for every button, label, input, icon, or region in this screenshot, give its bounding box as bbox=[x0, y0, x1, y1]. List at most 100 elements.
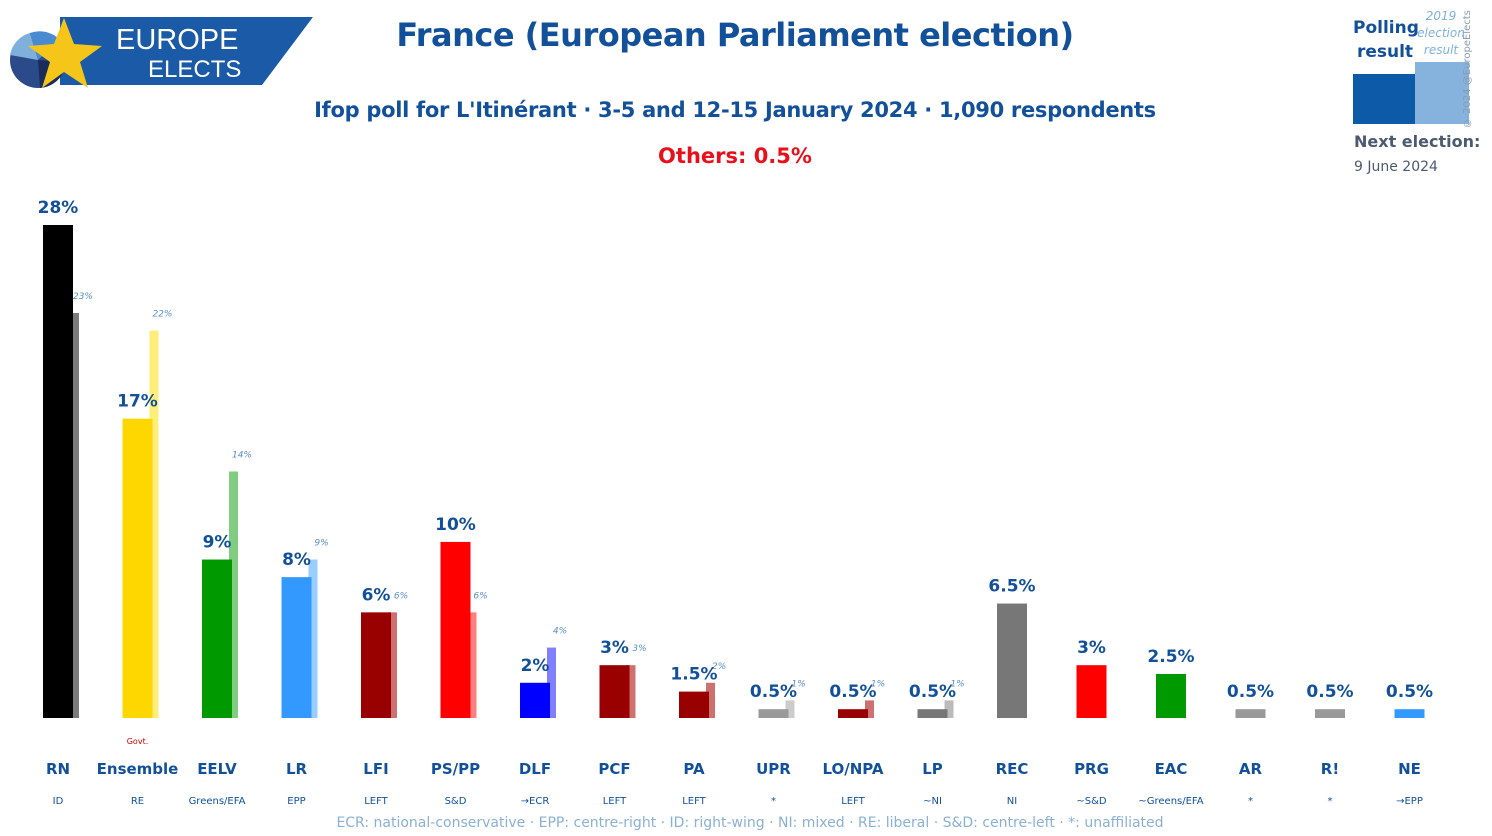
poll-bar-DLF bbox=[520, 682, 550, 718]
group-label-LP: ~NI bbox=[923, 796, 942, 807]
poll-bar-RN bbox=[43, 225, 73, 718]
value-label-EELV: 9% bbox=[203, 533, 232, 553]
legend-previous-label: 2019 election result bbox=[1415, 8, 1467, 59]
party-label-EELV: EELV bbox=[197, 760, 237, 778]
value-label-DLF: 2% bbox=[521, 656, 550, 676]
group-label-PS/PP: S&D bbox=[445, 796, 467, 807]
party-label-LFI: LFI bbox=[363, 760, 388, 778]
poll-bar-EELV bbox=[202, 559, 232, 718]
previous-value-label-PA: 2% bbox=[712, 662, 726, 672]
party-label-NE: NE bbox=[1398, 760, 1421, 778]
group-label-LR: EPP bbox=[287, 796, 305, 807]
chart-title: France (European Parliament election) bbox=[396, 16, 1074, 54]
value-label-R!: 0.5% bbox=[1306, 682, 1353, 702]
group-label-REC: NI bbox=[1007, 796, 1017, 807]
party-label-PS/PP: PS/PP bbox=[431, 760, 480, 778]
legend-polling-swatch bbox=[1353, 74, 1415, 124]
group-label-EELV: Greens/EFA bbox=[189, 796, 246, 807]
previous-bar-Ensemble bbox=[149, 330, 159, 718]
party-label-PA: PA bbox=[683, 760, 705, 778]
previous-bar-PCF bbox=[626, 665, 636, 718]
party-label-REC: REC bbox=[996, 760, 1029, 778]
poll-bar-PRG bbox=[1076, 665, 1107, 718]
poll-bar-LO/NPA bbox=[838, 709, 868, 718]
legend-previous-line1: 2019 bbox=[1425, 9, 1457, 23]
footnote: ECR: national-conservative · EPP: centre… bbox=[336, 815, 1164, 831]
poll-bar-UPR bbox=[758, 709, 789, 718]
previous-bar-LR bbox=[308, 559, 318, 718]
group-label-R!: * bbox=[1328, 796, 1333, 807]
poll-bar-PS/PP bbox=[440, 541, 471, 718]
poll-bar-NE bbox=[1394, 709, 1425, 718]
party-label-Ensemble: Ensemble bbox=[97, 760, 179, 778]
next-election-label: Next election: bbox=[1354, 132, 1481, 151]
party-label-LO/NPA: LO/NPA bbox=[822, 760, 883, 778]
banner-background bbox=[60, 17, 313, 85]
group-label-NE: →EPP bbox=[1396, 796, 1423, 807]
previous-bar-PS/PP bbox=[467, 612, 477, 718]
europe-elects-banner: EUROPE ELECTS bbox=[10, 17, 313, 88]
logo-globe-segment bbox=[10, 33, 38, 60]
value-label-LR: 8% bbox=[282, 550, 311, 570]
previous-bar-LO/NPA bbox=[865, 700, 874, 718]
poll-bar-REC bbox=[997, 603, 1027, 718]
poll-bar-PA bbox=[679, 691, 709, 718]
previous-bar-LFI bbox=[388, 612, 397, 718]
party-label-R!: R! bbox=[1321, 760, 1339, 778]
group-label-DLF: →ECR bbox=[521, 796, 550, 807]
logo-star-icon bbox=[28, 18, 102, 88]
value-label-EAC: 2.5% bbox=[1147, 647, 1194, 667]
legend-polling-line1: Polling bbox=[1353, 18, 1419, 38]
group-label-EAC: ~Greens/EFA bbox=[1138, 796, 1203, 807]
group-label-PA: LEFT bbox=[682, 796, 706, 807]
value-label-UPR: 0.5% bbox=[750, 682, 797, 702]
previous-value-label-LO/NPA: 1% bbox=[871, 679, 885, 689]
party-label-AR: AR bbox=[1239, 760, 1263, 778]
poll-bar-AR bbox=[1235, 709, 1266, 718]
value-label-LP: 0.5% bbox=[909, 682, 956, 702]
party-label-RN: RN bbox=[46, 760, 70, 778]
group-label-PCF: LEFT bbox=[603, 796, 627, 807]
legend-previous-line3: result bbox=[1423, 43, 1459, 57]
value-label-PS/PP: 10% bbox=[435, 515, 476, 535]
party-label-UPR: UPR bbox=[756, 760, 791, 778]
value-label-RN: 28% bbox=[38, 198, 79, 218]
poll-bar-LP bbox=[917, 709, 948, 718]
previous-bar-RN bbox=[70, 313, 79, 718]
previous-bar-PA bbox=[706, 682, 715, 718]
value-label-NE: 0.5% bbox=[1386, 682, 1433, 702]
group-label-LFI: LEFT bbox=[364, 796, 388, 807]
group-label-UPR: * bbox=[771, 796, 776, 807]
poll-bar-R! bbox=[1315, 709, 1345, 718]
previous-value-label-LFI: 6% bbox=[394, 591, 408, 601]
value-label-LO/NPA: 0.5% bbox=[829, 682, 876, 702]
previous-value-label-EELV: 14% bbox=[232, 451, 252, 461]
previous-value-label-UPR: 1% bbox=[791, 679, 805, 689]
annotation-Ensemble: Govt. bbox=[127, 737, 149, 746]
value-label-REC: 6.5% bbox=[988, 577, 1035, 597]
poll-bar-LR bbox=[281, 577, 312, 718]
previous-value-label-LP: 1% bbox=[950, 679, 964, 689]
previous-value-label-PCF: 3% bbox=[632, 644, 646, 654]
value-label-LFI: 6% bbox=[362, 585, 391, 605]
previous-value-label-LR: 9% bbox=[314, 539, 328, 549]
previous-value-label-RN: 23% bbox=[73, 292, 93, 302]
group-label-RN: ID bbox=[53, 796, 64, 807]
party-label-LR: LR bbox=[286, 760, 308, 778]
party-label-PRG: PRG bbox=[1074, 760, 1109, 778]
legend-previous-swatch bbox=[1415, 62, 1469, 124]
group-label-LO/NPA: LEFT bbox=[841, 796, 865, 807]
previous-value-label-PS/PP: 6% bbox=[473, 591, 487, 601]
previous-value-label-Ensemble: 22% bbox=[152, 310, 172, 320]
value-label-Ensemble: 17% bbox=[117, 392, 158, 412]
previous-value-label-DLF: 4% bbox=[553, 627, 567, 637]
logo-text-elects: ELECTS bbox=[148, 56, 241, 83]
group-label-PRG: ~S&D bbox=[1076, 796, 1107, 807]
previous-bar-EELV bbox=[229, 471, 238, 718]
party-label-LP: LP bbox=[922, 760, 943, 778]
next-election-date: 9 June 2024 bbox=[1354, 159, 1438, 175]
value-label-PRG: 3% bbox=[1077, 638, 1106, 658]
poll-bar-PCF bbox=[599, 665, 630, 718]
others-label: Others: 0.5% bbox=[658, 144, 812, 168]
